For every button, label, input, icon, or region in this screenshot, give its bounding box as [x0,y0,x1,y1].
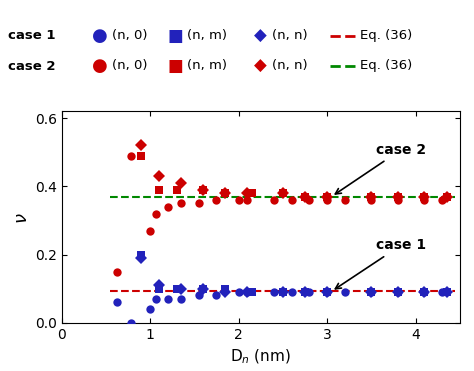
Text: (n, n): (n, n) [272,30,308,43]
Text: ■: ■ [167,27,183,45]
Y-axis label: ν: ν [11,212,29,222]
Text: (n, 0): (n, 0) [112,30,147,43]
Text: case 2: case 2 [335,143,426,194]
Text: ■: ■ [167,57,183,75]
X-axis label: D$_n$ (nm): D$_n$ (nm) [230,347,291,365]
Text: (n, 0): (n, 0) [112,59,147,72]
Text: (n, m): (n, m) [187,59,227,72]
Text: ●: ● [92,27,108,45]
Text: case 2: case 2 [8,59,55,72]
Text: Eq. (36): Eq. (36) [360,30,412,43]
Text: ◆: ◆ [254,57,266,75]
Text: case 1: case 1 [8,30,55,43]
Text: ◆: ◆ [254,27,266,45]
Text: case 1: case 1 [336,239,426,289]
Text: Eq. (36): Eq. (36) [360,59,412,72]
Text: (n, n): (n, n) [272,59,308,72]
Text: (n, m): (n, m) [187,30,227,43]
Text: ●: ● [92,57,108,75]
